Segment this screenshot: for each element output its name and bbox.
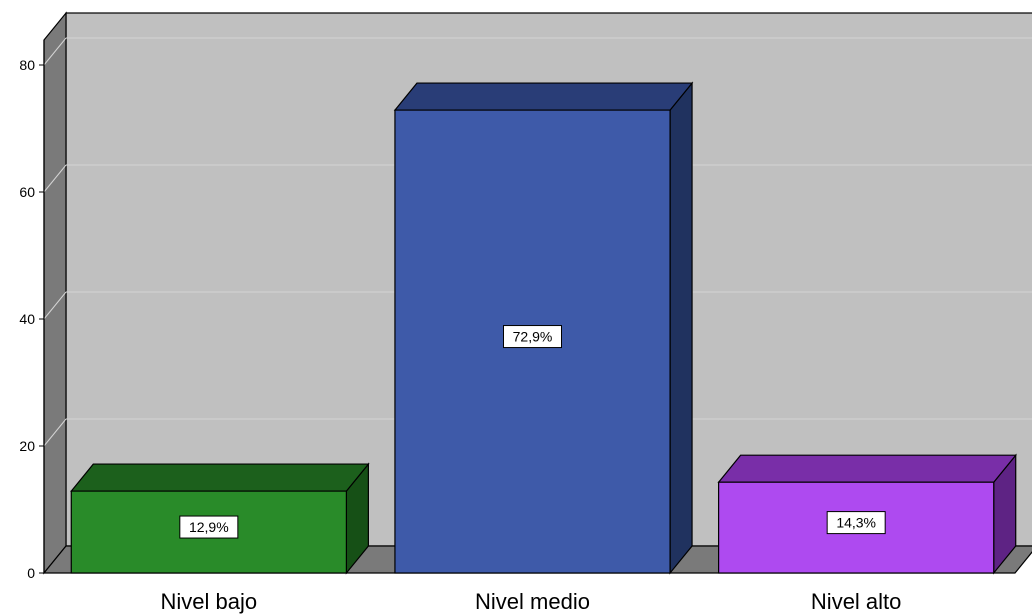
bar-top (70, 463, 370, 492)
bar-1: 12,9% (70, 462, 370, 575)
x-axis-categories: Nivel bajo Nivel medio Nivel alto (161, 589, 902, 614)
bar-side (669, 81, 693, 575)
data-label: 14,3% (836, 515, 876, 531)
data-label: 72,9% (513, 329, 553, 345)
gridline-diagonal (43, 418, 67, 447)
gridline-diagonal (43, 37, 67, 66)
data-label-box (503, 325, 562, 349)
category-label: Nivel medio (475, 589, 590, 614)
data-label-box (826, 511, 886, 535)
y-tick-label: 20 (19, 438, 35, 454)
bar-2: 72,9% (393, 81, 694, 575)
y-tick-label: 80 (19, 57, 35, 73)
y-tick-label: 60 (19, 184, 35, 200)
y-axis-ticks: 0 20 40 60 80 (19, 40, 45, 581)
bar-3: 14,3% (717, 453, 1017, 575)
category-label: Nivel bajo (161, 589, 258, 614)
gridline-diagonal (43, 164, 67, 193)
bars: 12,9% 72,9% 14,3% (70, 81, 1017, 575)
bar-top (393, 82, 694, 111)
gridline-diagonal (43, 291, 67, 320)
left-wall (43, 11, 67, 575)
data-label-box (179, 515, 239, 539)
category-label: Nivel alto (811, 589, 901, 614)
y-tick-label: 40 (19, 311, 35, 327)
y-tick-label: 0 (27, 565, 35, 581)
bar-top (717, 454, 1017, 483)
data-label: 12,9% (189, 519, 229, 535)
